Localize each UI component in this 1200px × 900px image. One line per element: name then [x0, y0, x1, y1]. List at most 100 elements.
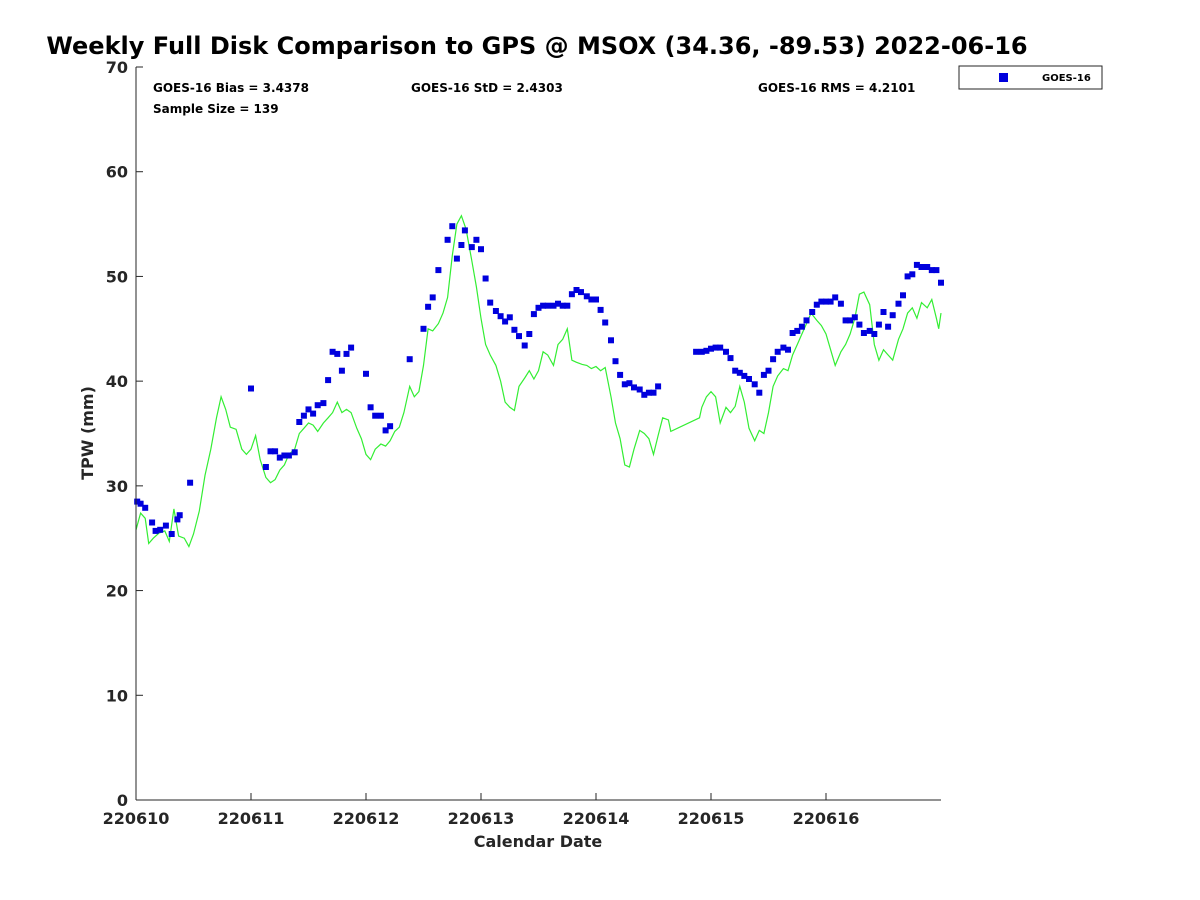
legend-marker-goes-16: [999, 73, 1008, 82]
goes-16-point: [343, 350, 350, 357]
x-axis-label: Calendar Date: [474, 832, 603, 851]
goes-16-point: [420, 325, 427, 332]
goes-16-point: [798, 323, 805, 330]
x-tick-label: 220616: [793, 809, 860, 828]
goes-16-point: [871, 331, 878, 337]
goes-16-point: [267, 448, 274, 455]
goes-16-point: [285, 452, 292, 459]
goes-16-point: [918, 264, 925, 270]
y-tick-label: 50: [106, 267, 128, 286]
goes-16-point: [162, 522, 169, 529]
goes-16-point: [276, 454, 283, 461]
goes-16-point: [938, 279, 944, 286]
goes-16-point: [621, 381, 628, 388]
goes-16-point: [314, 402, 321, 409]
goes-16-point: [497, 313, 504, 320]
y-axis-ticks: 0 10 20 30 40 50 60 70: [106, 58, 143, 810]
goes-16-point: [756, 389, 763, 396]
goes-16-point: [789, 330, 796, 336]
goes-16-point: [631, 384, 637, 391]
goes-16-point: [348, 344, 355, 351]
y-axis-label: TPW (mm): [78, 386, 97, 480]
goes-16-point: [429, 294, 436, 301]
legend-box: [958, 65, 1103, 90]
goes-16-point: [559, 302, 566, 309]
goes-16-point: [617, 371, 624, 378]
plot-area: 0 10 20 30 40 50 60 70 220610 220611 220612 220613…: [103, 58, 944, 828]
goes-16-point: [458, 242, 465, 248]
goes-16-point: [272, 448, 279, 455]
goes-16-point: [693, 348, 700, 355]
goes-16-point: [880, 309, 887, 315]
goes-16-point: [461, 227, 468, 234]
y-tick-label: 70: [106, 58, 128, 77]
goes-16-point: [933, 267, 940, 274]
x-tick-label: 220615: [678, 809, 745, 828]
goes-16-point: [453, 255, 460, 262]
goes-16-point: [597, 306, 604, 313]
x-tick-label: 220614: [563, 809, 630, 828]
goes-16-point: [291, 449, 298, 456]
goes-16-point: [555, 300, 561, 307]
goes-16-point: [626, 380, 633, 387]
goes-16-point: [568, 291, 575, 298]
goes-16-point: [636, 386, 643, 393]
goes-16-point: [449, 223, 456, 230]
goes-16-point: [516, 333, 522, 340]
goes-16-point: [187, 479, 194, 486]
goes-16-point: [909, 271, 916, 278]
goes-16-point: [363, 370, 369, 377]
goes-16-point: [847, 317, 854, 324]
goes-16-point: [334, 350, 341, 357]
goes-16-point: [723, 348, 729, 355]
goes-16-point: [608, 337, 614, 344]
goes-16-point: [904, 273, 911, 280]
goes-16-point: [492, 308, 499, 314]
goes-16-point: [176, 512, 183, 519]
goes-16-point: [367, 404, 374, 411]
goes-16-point: [142, 504, 149, 511]
goes-16-point: [406, 356, 413, 363]
y-tick-label: 60: [106, 163, 128, 182]
legend: GOES-16: [958, 65, 1103, 90]
goes-16-point: [818, 298, 825, 305]
goes-16-point: [842, 317, 849, 324]
goes-16-point: [473, 236, 480, 243]
x-tick-label: 220611: [218, 809, 285, 828]
goes-16-point: [913, 261, 920, 268]
goes-16-point: [889, 312, 896, 319]
goes-16-point: [928, 267, 935, 274]
goes-16-point: [305, 406, 312, 413]
goes-16-point: [174, 516, 181, 523]
goes-16-point: [593, 296, 599, 303]
goes-16-point: [924, 264, 931, 270]
y-tick-label: 30: [106, 477, 128, 496]
goes-16-point: [482, 275, 489, 282]
goes-16-point: [832, 294, 839, 301]
goes-16-point: [329, 348, 336, 355]
goes-16-point: [827, 298, 834, 305]
plot-background: [136, 67, 941, 800]
goes-16-point: [823, 298, 829, 305]
goes-16-point: [885, 323, 892, 330]
y-tick-label: 10: [106, 686, 128, 705]
std-annotation: GOES-16 StD = 2.4303: [411, 81, 563, 95]
goes-16-point: [387, 423, 394, 430]
goes-16-point: [717, 344, 724, 351]
goes-16-point: [526, 331, 533, 337]
goes-16-point: [612, 358, 619, 365]
goes-16-point: [573, 287, 580, 293]
x-tick-label: 220610: [103, 809, 170, 828]
goes-16-point: [502, 318, 509, 325]
goes-16-point: [310, 410, 317, 417]
goes-16-point: [866, 327, 873, 334]
goes-16-point: [506, 314, 513, 321]
goes-16-point: [262, 464, 269, 470]
rms-annotation: GOES-16 RMS = 4.2101: [758, 81, 915, 95]
goes-16-point: [281, 452, 288, 459]
goes-16-point: [157, 526, 164, 533]
goes-16-point: [588, 296, 595, 303]
goes-16-point: [813, 301, 820, 308]
x-axis-ticks: 220610 220611 220612 220613 220614 220615 2206…: [103, 793, 860, 828]
